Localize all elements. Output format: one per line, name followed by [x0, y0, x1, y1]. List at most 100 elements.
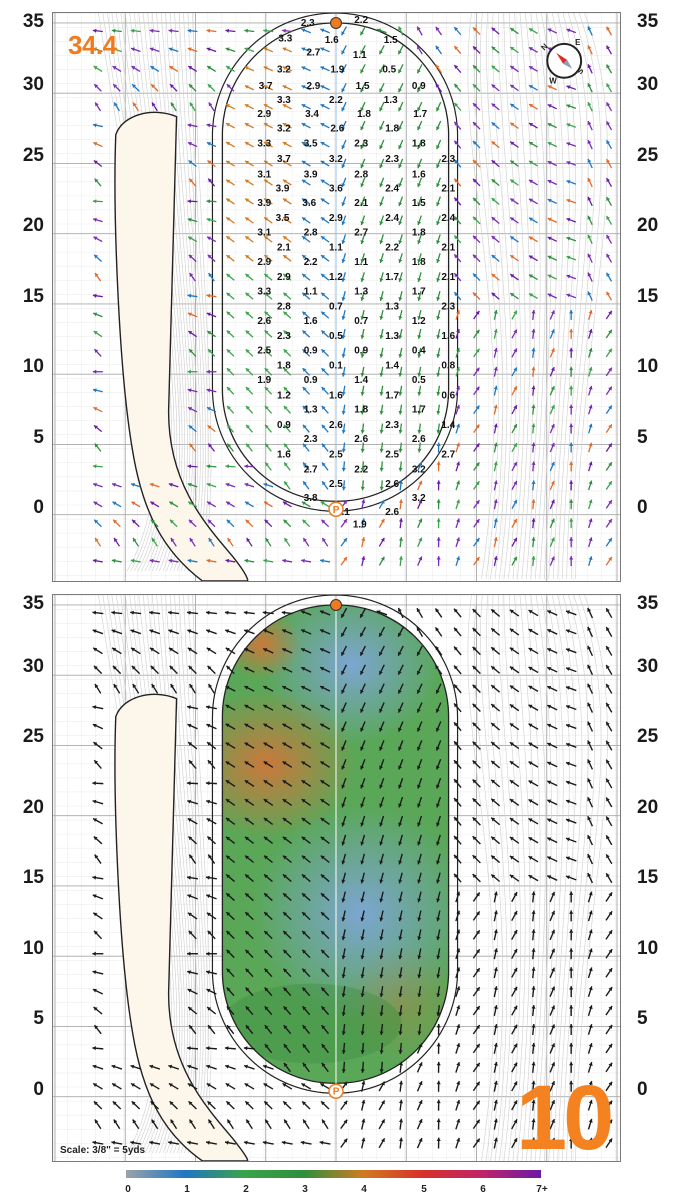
slope-arrow-head [205, 781, 210, 786]
slope-arrow-head [187, 894, 192, 899]
slope-arrow-head [418, 556, 423, 561]
slope-arrow-head [491, 723, 496, 727]
y-tick: 20 [637, 215, 659, 236]
slope-arrow-head [360, 296, 365, 301]
slope-arrow-head [245, 519, 250, 524]
slope-arrow-head [528, 255, 533, 260]
slope-arrow-head [398, 974, 403, 979]
slope-arrow-head [320, 66, 325, 71]
slope-value-label: 1.7 [413, 109, 427, 120]
slope-arrow-head [436, 480, 441, 484]
slope-arrow-head [551, 1100, 555, 1105]
slope-arrow-head [225, 1083, 230, 1087]
slope-arrow-head [454, 27, 459, 32]
slope-arrow-head [398, 860, 403, 865]
slope-arrow-head [587, 759, 592, 764]
slope-arrow-head [454, 254, 459, 259]
slope-arrow-head [343, 1138, 348, 1143]
slope-arrow-head [454, 798, 458, 803]
slope-arrow-head [587, 64, 592, 69]
slope-arrow-head [226, 255, 231, 259]
slope-arrow-head [320, 85, 325, 89]
slope-arrow-head [282, 179, 287, 184]
slope-arrow-head [510, 103, 515, 108]
slope-value-label: 3.3 [277, 95, 291, 106]
slope-arrow-head [472, 273, 477, 278]
slope-arrow-head [475, 329, 480, 334]
slope-arrow-head [341, 1031, 346, 1035]
slope-arrow-head [112, 665, 117, 670]
slope-arrow-head [510, 274, 515, 278]
slope-arrow-head [510, 179, 515, 184]
slope-arrow-head [264, 349, 269, 354]
slope-arrow-head [187, 970, 191, 975]
slope-arrow-head [547, 780, 552, 785]
slope-arrow-head [398, 259, 403, 263]
slope-arrow-head [168, 647, 173, 652]
slope-arrow-head [265, 424, 269, 429]
slope-arrow-head [206, 217, 211, 222]
slope-arrow-head [436, 126, 440, 131]
slope-arrow-head [454, 684, 458, 689]
slope-arrow-head [341, 353, 346, 358]
slope-arrow-head [551, 967, 555, 972]
y-tick: 0 [33, 497, 44, 518]
slope-arrow-head [569, 537, 574, 541]
slope-arrow-head [587, 835, 592, 840]
slope-arrow-head [341, 240, 346, 244]
slope-arrow-head [528, 723, 533, 728]
slope-arrow-head [606, 178, 611, 183]
slope-arrow-head [111, 629, 116, 634]
slope-arrow-head [206, 28, 211, 33]
slope-arrow-head [547, 274, 552, 279]
slope-value-label: 1.6 [441, 331, 455, 342]
slope-arrow-head [456, 986, 461, 991]
slope-arrow-head [588, 556, 593, 561]
slope-arrow-head [416, 689, 421, 694]
slope-arrow-head [547, 818, 552, 823]
slope-arrow-head [92, 705, 97, 710]
slope-arrow-head [491, 236, 496, 240]
slope-arrow-head [245, 893, 250, 898]
slope-arrow-head [225, 817, 230, 822]
slope-arrow-head [320, 666, 325, 671]
slope-arrow-head [509, 609, 514, 614]
slope-arrow-head [187, 293, 192, 298]
slope-arrow-head [283, 387, 288, 391]
slope-arrow-head [456, 1099, 461, 1104]
slope-arrow-head [436, 461, 441, 465]
slope-arrow-head [566, 742, 570, 747]
slope-value-label: 2.7 [354, 227, 368, 238]
slope-arrow-head [188, 836, 193, 841]
slope-arrow-head [360, 993, 365, 998]
slope-arrow-head [225, 742, 230, 747]
hole-number: 10 [516, 1067, 614, 1169]
slope-arrow-head [263, 1083, 268, 1087]
slope-arrow-head [321, 368, 326, 373]
slope-arrow-head [321, 949, 326, 954]
slope-arrow-head [360, 860, 365, 865]
y-tick: 10 [637, 938, 659, 959]
slope-arrow-head [606, 121, 611, 126]
putt-marker-bottom: P [328, 1083, 344, 1099]
y-tick: 5 [33, 1008, 44, 1029]
slope-value-label: 1.6 [304, 316, 318, 327]
slope-arrow-head [456, 556, 461, 561]
slope-arrow-head [569, 385, 574, 390]
slope-arrow-head [188, 742, 193, 746]
slope-arrow-head [379, 879, 384, 884]
slope-arrow-head [320, 704, 325, 709]
slope-arrow-head [226, 84, 231, 89]
slope-arrow-head [491, 798, 496, 803]
slope-arrow-head [608, 1062, 613, 1067]
slope-arrow-head [436, 993, 441, 998]
slope-arrow-head [227, 1119, 231, 1124]
slope-arrow-head [569, 347, 574, 352]
slope-arrow-head [168, 610, 172, 615]
slope-arrow-head [493, 1099, 498, 1104]
slope-arrow-head [476, 1024, 480, 1029]
slope-arrow-head [379, 1069, 384, 1073]
slope-arrow-head [225, 47, 230, 52]
slope-arrow-head [131, 647, 136, 652]
slope-arrow-head [303, 462, 307, 467]
